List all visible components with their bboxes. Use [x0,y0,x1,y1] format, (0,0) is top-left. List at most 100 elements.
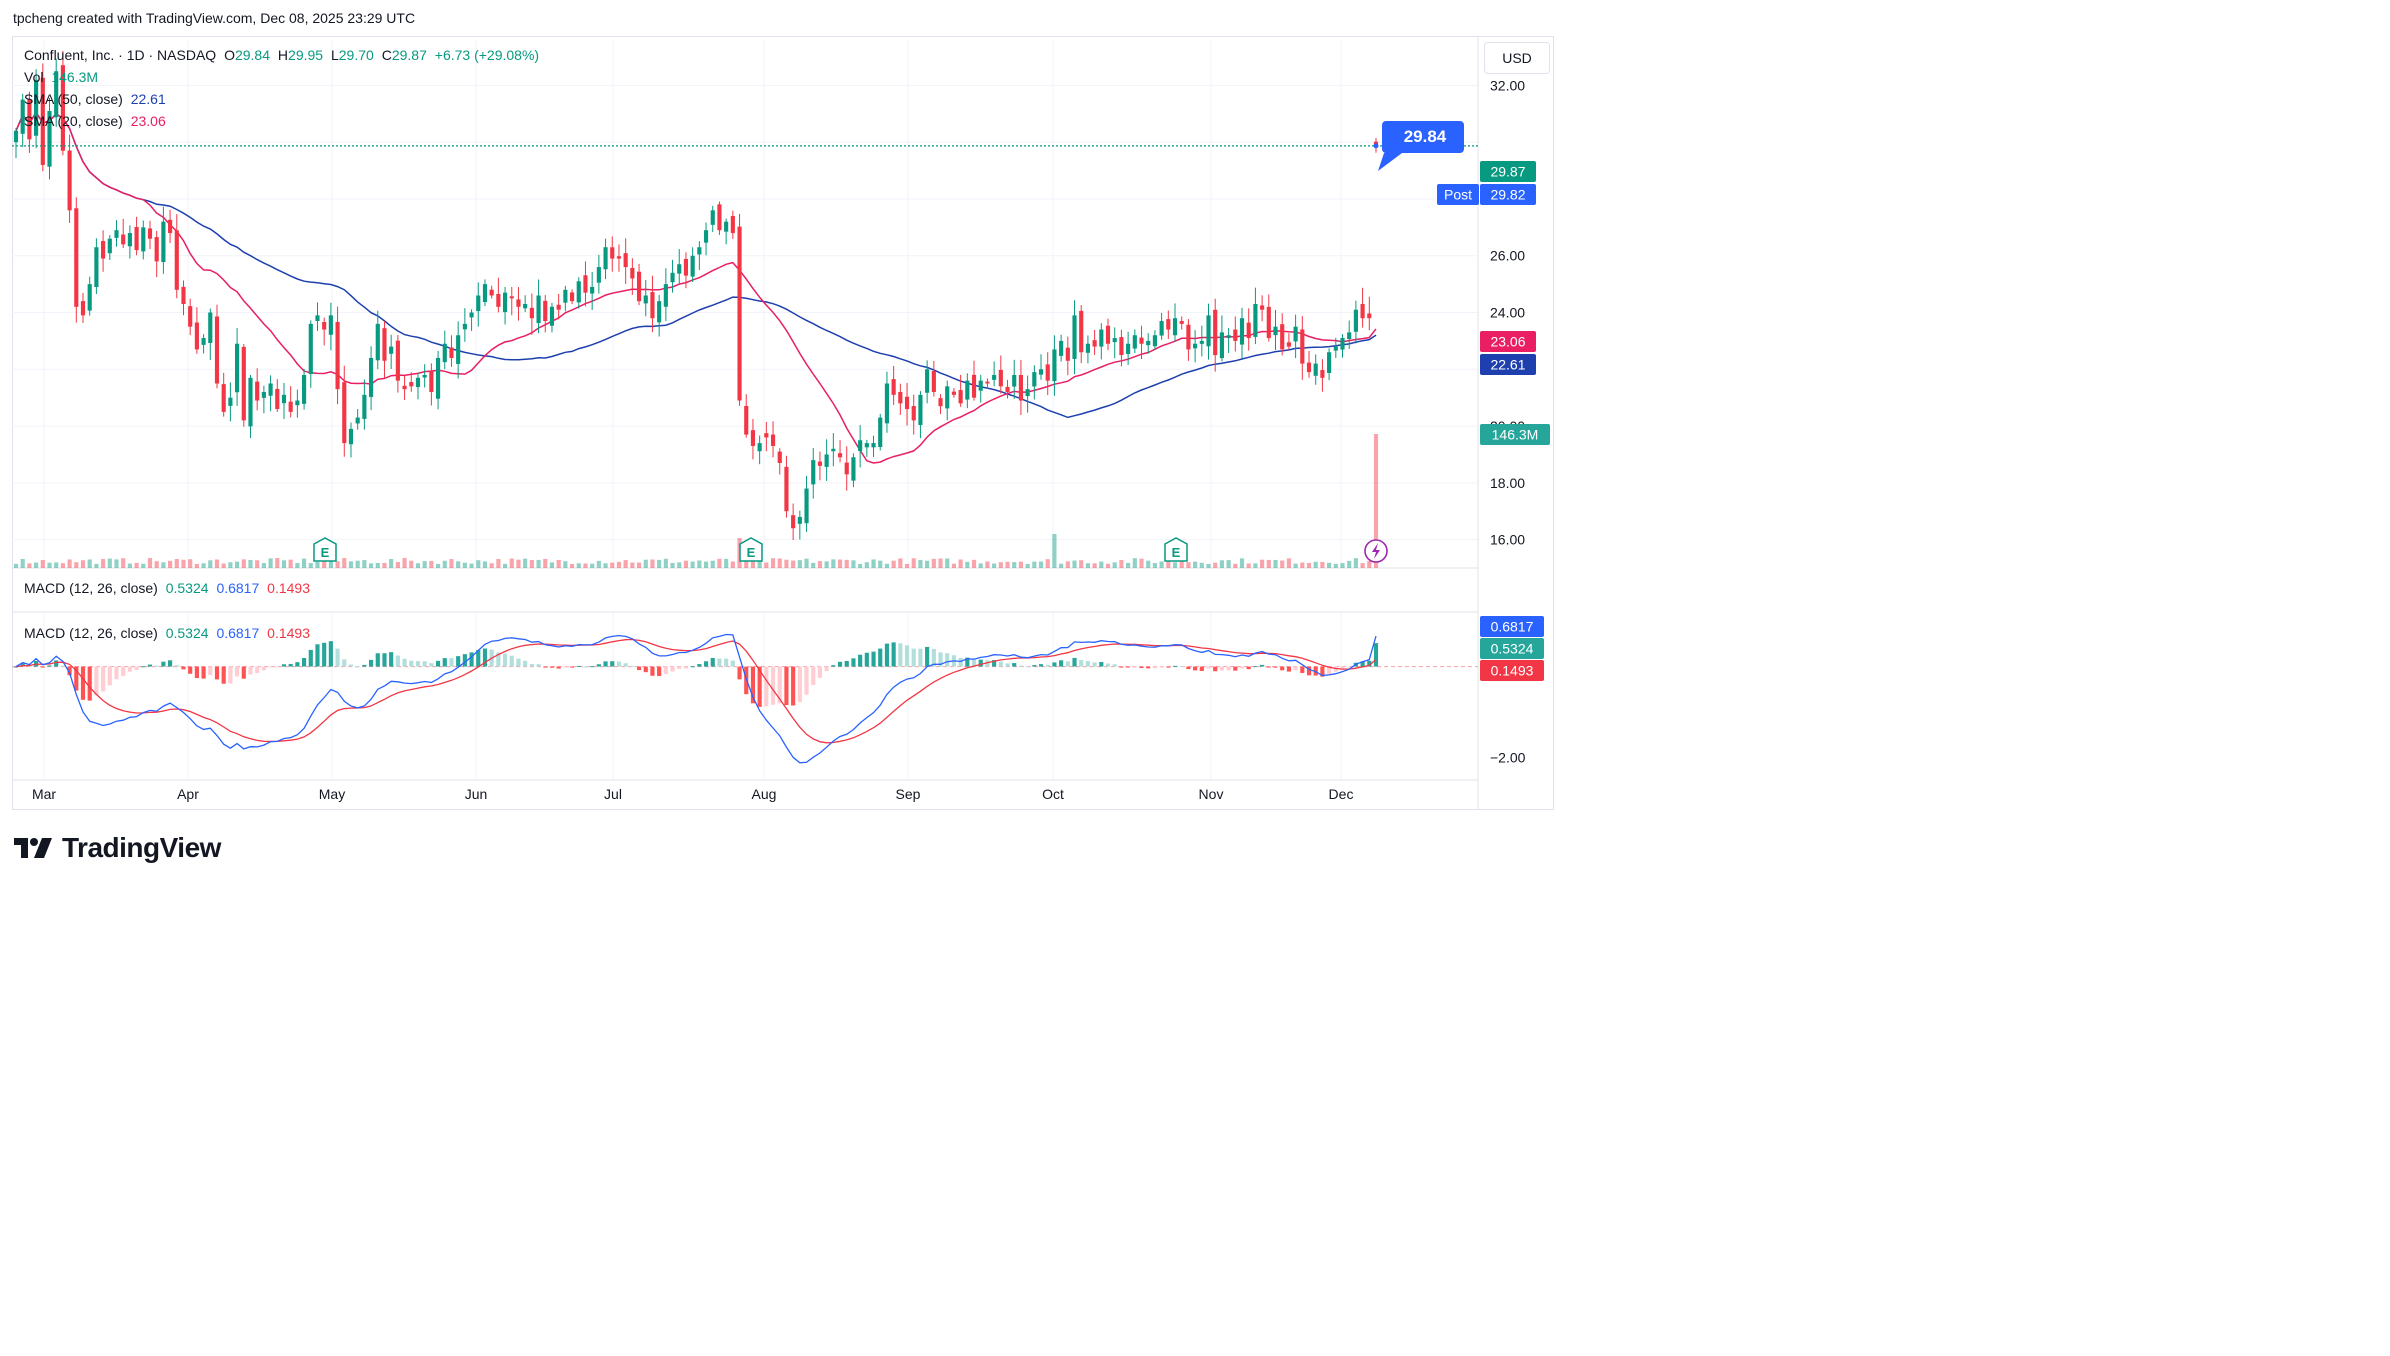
macd-tick-label: −2.00 [1490,750,1526,766]
candle-body [1152,335,1157,347]
candle-body [1092,340,1097,347]
volume-bar [563,561,568,568]
candle-body [322,321,327,330]
macd-histogram-bar [322,642,327,667]
candle-body [235,343,240,393]
macd-histogram-bar [402,658,407,667]
symbol-label[interactable]: Confluent, Inc. · 1D · NASDAQ [24,47,217,63]
candle-body [683,258,689,276]
macd-histogram-bar [368,659,374,667]
candle-body [724,221,729,232]
volume-bar [523,558,528,568]
candle-body [1253,304,1258,337]
candle-body [1072,315,1077,359]
macd-histogram-bar [121,666,126,676]
macd-histogram-bar [13,666,19,668]
candle-body [650,292,655,319]
candle-body [1233,329,1238,341]
macd-value: 0.5324 [165,580,209,596]
macd-histogram-bar [871,651,876,667]
candle-body [1186,324,1191,350]
candle-body [134,227,139,251]
candle-body [335,321,340,390]
earnings-event-marker [1164,537,1188,562]
grid-lines [12,36,1479,810]
macd-histogram-bar [1340,666,1345,670]
volume-bar [992,563,997,568]
sma50-label[interactable]: SMA (50, close) [24,91,123,107]
volume-bar [1105,563,1111,568]
macd-histogram-bar [1233,666,1238,671]
candle-body [1213,309,1218,356]
macd-histogram-bar [938,652,943,667]
volume-bar [208,560,213,568]
volume-bar [60,563,65,568]
macd-histogram-bar [1347,666,1352,668]
sma20-label[interactable]: SMA (20, close) [24,113,123,129]
volume-bar [395,561,400,568]
volume-bar [1360,563,1365,568]
macd-histogram-bar [221,666,226,684]
volume-bar [101,559,106,568]
macd-histogram-bar [710,657,715,667]
macd-histogram-bar [422,661,427,667]
macd-label-2[interactable]: MACD (12, 26, close) [24,625,158,641]
macd-histogram-bar [101,666,106,692]
candle-body [154,237,159,262]
macd-histogram-bar [837,661,843,667]
macd-histogram-bar [1179,666,1184,668]
macd-histogram-bar [342,659,347,667]
volume-bar [1059,563,1064,568]
volume-bar [1266,559,1271,568]
macd-histogram-bar [549,666,555,668]
candle-body [1286,342,1291,347]
candle-body [898,391,903,404]
candle-body [918,394,923,426]
macd-label[interactable]: MACD (12, 26, close) [24,580,158,596]
volume-bar [844,559,849,568]
earnings-event-marker [739,537,763,562]
macd-histogram-bar [235,666,240,677]
chart-canvas[interactable]: 32.0028.0026.0024.0020.0018.0016.00−2.00… [0,0,1568,880]
candle-body [114,230,119,238]
sma20-value: 23.06 [130,113,166,129]
macd-histogram-bar [134,666,139,671]
volume-bar [1199,562,1204,568]
candle-body [181,286,186,304]
macd-histogram-bar [80,666,86,700]
macd-histogram-bar [811,666,816,686]
macd-histogram-bar [1373,643,1379,667]
volume-bar [228,562,233,568]
lightning-glyph [1372,543,1380,559]
overlay: 29.84 29.87 Post 29.82 23.06 22.61 146.3M 0.681… [12,121,1550,681]
volume-bar [1320,562,1325,568]
candle-body [817,461,823,466]
macd-value-2: 0.5324 [165,625,209,641]
macd-histogram-bar [1079,660,1084,667]
macd-histogram-bar [824,666,829,672]
candle-body [911,406,916,421]
macd-histogram-bar [1038,664,1044,667]
volume-bar [1313,561,1318,568]
volume-bar [623,560,628,568]
candle-body [804,488,809,524]
macd-histogram-bar [1293,666,1298,671]
candle-body [1146,340,1151,346]
macd-legend: MACD (12, 26, close) 0.5324 0.6817 0.149… [24,625,314,641]
x-tick-label: Dec [1329,786,1354,802]
candle-body [476,295,481,312]
volume-bar [1367,560,1372,568]
volume-bar [636,562,642,568]
tradingview-logo[interactable]: TradingView [14,832,221,864]
candle-body [730,216,735,234]
volume-label[interactable]: Vol [24,69,44,85]
macd-histogram-bar [777,666,782,704]
macd-histogram-bar [302,657,307,667]
candle-body [596,267,601,283]
macd-histogram-bar [764,666,769,707]
macd-histogram-bar [623,663,628,667]
volume-bar [697,560,702,568]
candle-body [750,430,756,446]
currency-button[interactable]: USD [1484,42,1550,74]
volume-bar [1092,563,1097,568]
